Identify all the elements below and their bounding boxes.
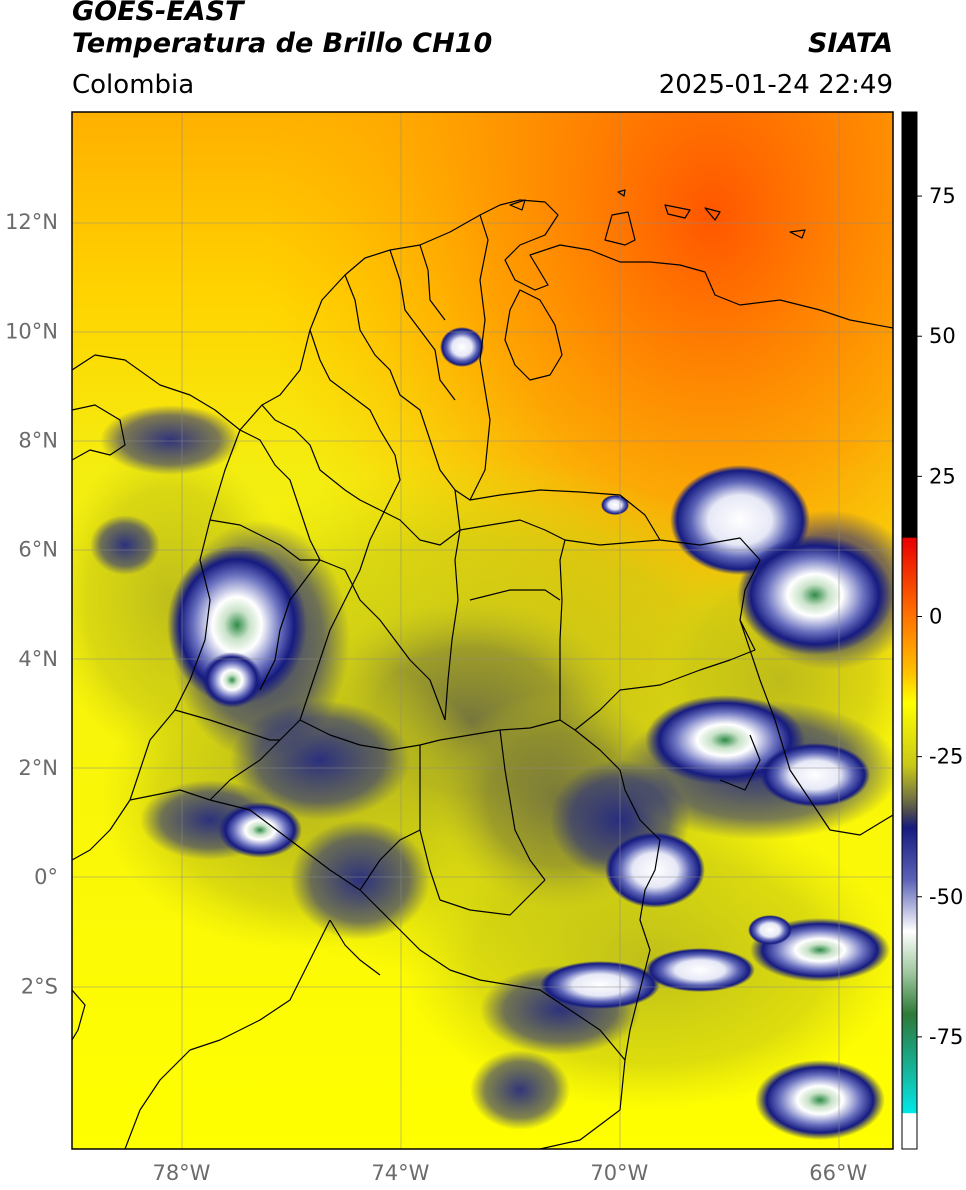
lon-label: 70°W <box>590 1161 648 1185</box>
lon-label: 78°W <box>152 1161 210 1185</box>
lat-label: 6°N <box>18 538 58 562</box>
satellite-title: GOES-EAST <box>72 0 244 27</box>
lat-label: 2°S <box>21 974 58 998</box>
colorbar-tick-label: 25 <box>929 464 956 488</box>
colorbar-tick-label: 0 <box>929 604 942 628</box>
map-frame <box>71 111 894 1150</box>
colorbar: 75 50 25 0 -25 -50 -75 <box>901 111 963 1150</box>
map-raster <box>72 112 893 1149</box>
product-title: Temperatura de Brillo CH10 <box>72 28 493 59</box>
lat-label: 8°N <box>18 428 58 452</box>
lat-label: 12°N <box>5 210 58 234</box>
lat-label: 2°N <box>18 756 58 780</box>
colorbar-tick-label: 50 <box>929 324 956 348</box>
colorbar-ramp <box>901 111 918 1150</box>
timestamp-label: 2025-01-24 22:49 <box>658 70 893 100</box>
colorbar-tick-label: 75 <box>929 184 956 208</box>
region-label: Colombia <box>72 70 195 100</box>
latitude-labels: 12°N 10°N 8°N 6°N 4°N 2°N 0° 2°S <box>5 210 58 998</box>
longitude-labels: 78°W 74°W 70°W 66°W <box>152 1161 867 1185</box>
lon-label: 74°W <box>371 1161 429 1185</box>
lat-label: 4°N <box>18 647 58 671</box>
lat-label: 10°N <box>5 319 58 343</box>
colorbar-tick-label: -50 <box>929 885 963 909</box>
lon-label: 66°W <box>809 1161 867 1185</box>
colorbar-ticks: 75 50 25 0 -25 -50 -75 <box>917 184 963 1049</box>
brand-label: SIATA <box>807 28 893 59</box>
colorbar-tick-label: -25 <box>929 745 963 769</box>
boundaries <box>72 189 893 1149</box>
lat-label: 0° <box>34 865 58 889</box>
colorbar-tick-label: -75 <box>929 1025 963 1049</box>
